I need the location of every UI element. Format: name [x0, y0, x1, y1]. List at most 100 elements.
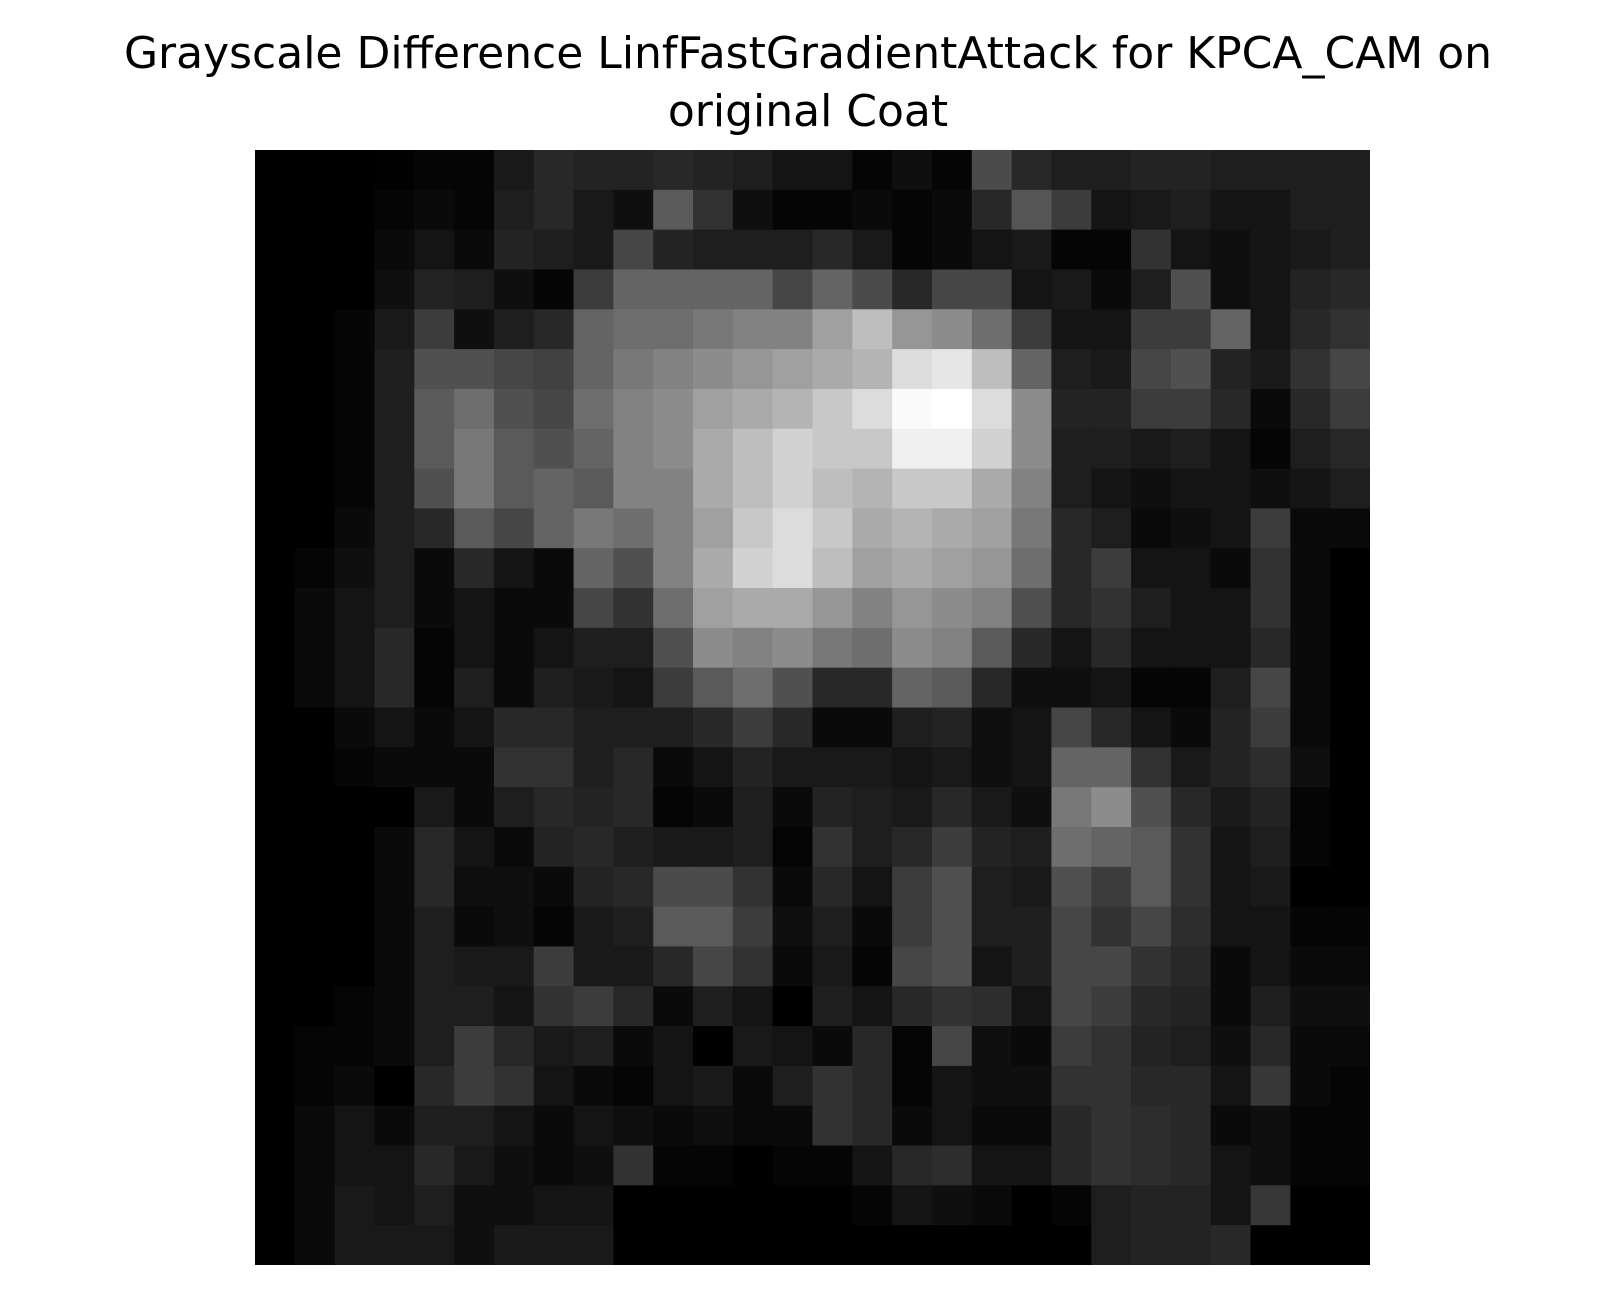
heatmap-cell-r9-c19 — [1011, 508, 1053, 549]
heatmap-cell-r6-c8 — [573, 388, 614, 430]
heatmap-cell-r27-c25 — [1250, 1225, 1291, 1265]
heatmap-cell-r26-c17 — [931, 1185, 973, 1226]
heatmap-cell-r26-c24 — [1210, 1185, 1252, 1226]
heatmap-cell-r17-c0 — [255, 826, 296, 868]
heatmap-cell-r16-c12 — [732, 787, 774, 828]
heatmap-cell-r17-c8 — [573, 826, 614, 868]
heatmap-cell-r27-c2 — [334, 1225, 376, 1265]
heatmap-cell-r23-c10 — [653, 1065, 694, 1107]
heatmap-cell-r11-c20 — [1051, 588, 1092, 629]
heatmap-cell-r18-c8 — [573, 866, 614, 908]
heatmap-cell-r23-c13 — [772, 1065, 814, 1107]
heatmap-cell-r4-c5 — [454, 309, 495, 350]
heatmap-cell-r16-c10 — [653, 787, 694, 828]
heatmap-cell-r17-c14 — [812, 826, 853, 868]
heatmap-cell-r17-c20 — [1051, 826, 1092, 868]
heatmap-cell-r22-c6 — [493, 1026, 535, 1067]
heatmap-cell-r10-c6 — [493, 548, 535, 589]
heatmap-cell-r27-c17 — [931, 1225, 973, 1265]
heatmap-cell-r3-c24 — [1210, 269, 1252, 310]
heatmap-cell-r25-c12 — [732, 1145, 774, 1186]
heatmap-cell-r4-c19 — [1011, 309, 1053, 350]
heatmap-cell-r22-c11 — [693, 1026, 734, 1067]
heatmap-cell-r9-c18 — [971, 508, 1013, 549]
heatmap-cell-r10-c2 — [334, 548, 376, 589]
heatmap-cell-r11-c25 — [1250, 588, 1291, 629]
heatmap-cell-r21-c5 — [454, 986, 495, 1027]
heatmap-cell-r24-c0 — [255, 1105, 296, 1147]
heatmap-cell-r12-c27 — [1330, 627, 1370, 669]
heatmap-cell-r14-c14 — [812, 707, 853, 748]
heatmap-cell-r0-c20 — [1051, 150, 1092, 191]
heatmap-cell-r6-c13 — [772, 388, 814, 430]
heatmap-cell-r18-c10 — [653, 866, 694, 908]
heatmap-cell-r10-c0 — [255, 548, 296, 589]
heatmap-cell-r6-c26 — [1290, 388, 1331, 430]
heatmap-cell-r3-c4 — [414, 269, 455, 310]
heatmap-cell-r4-c20 — [1051, 309, 1092, 350]
heatmap-cell-r27-c22 — [1131, 1225, 1172, 1265]
heatmap-cell-r27-c5 — [454, 1225, 495, 1265]
heatmap-cell-r15-c4 — [414, 747, 455, 788]
heatmap-cell-r10-c16 — [892, 548, 933, 589]
heatmap-cell-r3-c2 — [334, 269, 376, 310]
heatmap-cell-r4-c10 — [653, 309, 694, 350]
heatmap-cell-r27-c23 — [1170, 1225, 1212, 1265]
heatmap-cell-r11-c21 — [1091, 588, 1132, 629]
heatmap-cell-r0-c22 — [1131, 150, 1172, 191]
heatmap-cell-r25-c0 — [255, 1145, 296, 1186]
heatmap-cell-r25-c5 — [454, 1145, 495, 1186]
heatmap-cell-r25-c22 — [1131, 1145, 1172, 1186]
heatmap-cell-r4-c9 — [613, 309, 654, 350]
heatmap-cell-r11-c10 — [653, 588, 694, 629]
heatmap-cell-r7-c18 — [971, 428, 1013, 470]
heatmap-cell-r16-c27 — [1330, 787, 1370, 828]
heatmap-cell-r21-c17 — [931, 986, 973, 1027]
heatmap-cell-r12-c4 — [414, 627, 455, 669]
heatmap-cell-r2-c15 — [852, 229, 893, 271]
chart-title-line-1: Grayscale Difference LinfFastGradientAtt… — [123, 28, 1493, 79]
heatmap-cell-r26-c15 — [852, 1185, 893, 1226]
heatmap-cell-r14-c26 — [1290, 707, 1331, 748]
heatmap-cell-r24-c17 — [931, 1105, 973, 1147]
heatmap-cell-r15-c27 — [1330, 747, 1370, 788]
heatmap-cell-r2-c25 — [1250, 229, 1291, 271]
heatmap-cell-r19-c13 — [772, 906, 814, 948]
heatmap-cell-r17-c15 — [852, 826, 893, 868]
heatmap-cell-r9-c2 — [334, 508, 376, 549]
heatmap-cell-r6-c11 — [693, 388, 734, 430]
heatmap-cell-r8-c27 — [1330, 468, 1370, 509]
heatmap-cell-r24-c20 — [1051, 1105, 1092, 1147]
heatmap-cell-r19-c26 — [1290, 906, 1331, 948]
heatmap-cell-r0-c25 — [1250, 150, 1291, 191]
heatmap-cell-r14-c18 — [971, 707, 1013, 748]
heatmap-cell-r23-c8 — [573, 1065, 614, 1107]
heatmap-cell-r27-c9 — [613, 1225, 654, 1265]
heatmap-cell-r15-c18 — [971, 747, 1013, 788]
heatmap-cell-r19-c11 — [693, 906, 734, 948]
heatmap-cell-r18-c7 — [533, 866, 575, 908]
heatmap-cell-r10-c17 — [931, 548, 973, 589]
heatmap-cell-r4-c15 — [852, 309, 893, 350]
heatmap-cell-r8-c12 — [732, 468, 774, 509]
heatmap-cell-r19-c8 — [573, 906, 614, 948]
heatmap-cell-r17-c1 — [294, 826, 336, 868]
heatmap-cell-r11-c24 — [1210, 588, 1252, 629]
heatmap-cell-r15-c24 — [1210, 747, 1252, 788]
heatmap-cell-r13-c6 — [493, 667, 535, 709]
heatmap-cell-r6-c20 — [1051, 388, 1092, 430]
heatmap-cell-r14-c0 — [255, 707, 296, 748]
heatmap-cell-r25-c16 — [892, 1145, 933, 1186]
heatmap-cell-r2-c7 — [533, 229, 575, 271]
heatmap-cell-r0-c9 — [613, 150, 654, 191]
heatmap-cell-r20-c14 — [812, 946, 853, 987]
heatmap-cell-r13-c12 — [732, 667, 774, 709]
heatmap-cell-r9-c10 — [653, 508, 694, 549]
heatmap-cell-r5-c12 — [732, 349, 774, 390]
heatmap-cell-r12-c25 — [1250, 627, 1291, 669]
heatmap-cell-r3-c13 — [772, 269, 814, 310]
heatmap-cell-r17-c10 — [653, 826, 694, 868]
heatmap-cell-r17-c17 — [931, 826, 973, 868]
heatmap-cell-r10-c25 — [1250, 548, 1291, 589]
heatmap-cell-r26-c16 — [892, 1185, 933, 1226]
